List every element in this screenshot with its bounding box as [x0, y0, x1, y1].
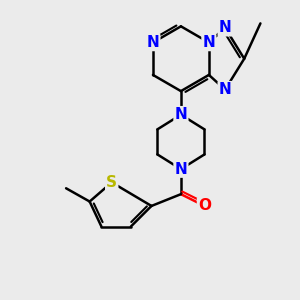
Text: O: O: [198, 198, 211, 213]
Text: N: N: [219, 20, 232, 35]
Text: N: N: [219, 82, 232, 97]
Text: N: N: [202, 35, 215, 50]
Text: N: N: [175, 107, 187, 122]
Text: N: N: [147, 35, 159, 50]
Text: S: S: [106, 175, 117, 190]
Text: N: N: [175, 162, 187, 177]
